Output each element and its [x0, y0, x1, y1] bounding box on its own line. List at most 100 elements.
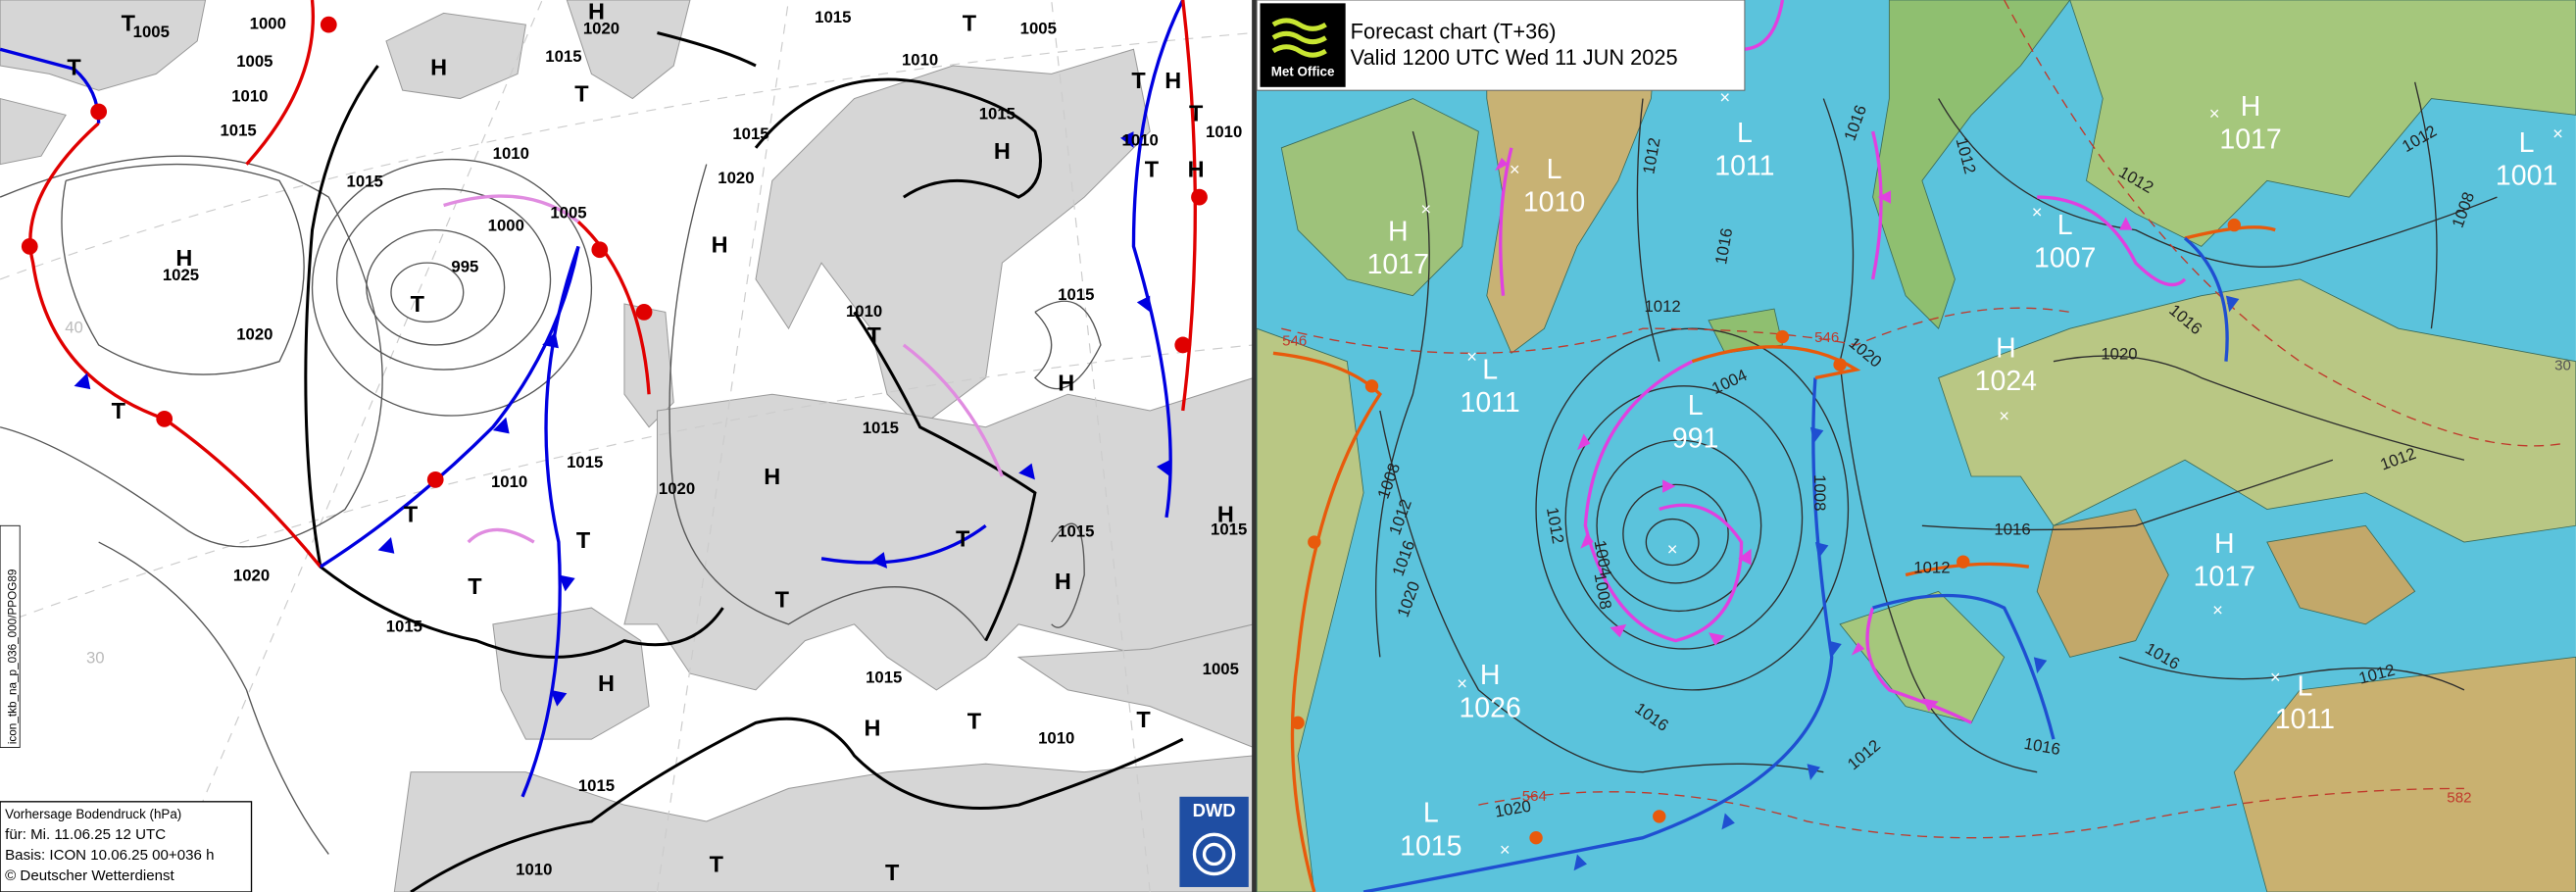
warm-front — [2184, 225, 2276, 240]
pressure-center-value: 1001 — [2496, 161, 2557, 192]
center-cross: × — [1719, 86, 1730, 107]
cold-front — [1872, 593, 2056, 740]
pressure-center: H — [588, 0, 605, 25]
pressure-center: H — [598, 670, 615, 696]
legend-line: © Deutscher Wetterdienst — [5, 867, 174, 884]
pressure-center-value: 1017 — [1367, 249, 1429, 280]
mo-isobars — [1375, 81, 2498, 773]
pressure-center-type: H — [2241, 91, 2261, 123]
pressure-center: H — [430, 55, 447, 80]
warm-front — [28, 122, 322, 569]
pressure-center-type: H — [1996, 332, 2016, 364]
center-cross: × — [2270, 667, 2281, 687]
center-cross: × — [1420, 198, 1431, 219]
cold-front — [1131, 0, 1185, 519]
cold-front — [820, 523, 987, 565]
isobar-label: 1015 — [979, 105, 1016, 124]
isobar-label: 1015 — [866, 669, 902, 687]
dwd-legend-box — [0, 801, 253, 892]
pressure-center: H — [712, 232, 728, 258]
dwd-logo-swirl — [1192, 832, 1236, 876]
isobar-label: 1025 — [163, 266, 199, 284]
occluded-front — [902, 343, 1004, 477]
isobar-label: 1010 — [902, 50, 938, 69]
pressure-center: T — [574, 80, 589, 106]
grid-label: 30 — [2554, 358, 2571, 374]
mo-logo-waves — [1271, 18, 1327, 58]
legend-line: Vorhersage Bodendruck (hPa) — [5, 807, 181, 821]
pressure-center: T — [775, 587, 790, 613]
isobar-label: 1020 — [718, 169, 754, 187]
pressure-center-type: H — [1388, 216, 1409, 247]
pressure-center-value: 991 — [1672, 423, 1719, 455]
pressure-center-value: 1011 — [1461, 387, 1520, 419]
isobar-label: 1015 — [567, 453, 603, 471]
isobar-label: 1015 — [347, 172, 383, 190]
mo-logo-text: Met Office — [1271, 64, 1335, 78]
dwd-isobars-major — [304, 31, 1184, 892]
pressure-center: H — [1188, 156, 1205, 181]
thickness-label: 582 — [2447, 789, 2471, 806]
pressure-center: H — [764, 464, 780, 489]
pressure-center: T — [112, 398, 126, 423]
mo-thickness — [1281, 0, 2563, 839]
pressure-center: T — [1136, 707, 1151, 732]
pressure-center: T — [710, 851, 724, 876]
cold-front — [2183, 236, 2229, 362]
mo-front-symbols — [1291, 218, 2242, 845]
pressure-center-type: L — [1482, 354, 1498, 385]
isobar-label: 1015 — [815, 8, 851, 26]
pressure-center-type: L — [2297, 671, 2312, 703]
isobar-label: 1010 — [846, 302, 882, 321]
pressure-center-type: L — [1547, 154, 1562, 185]
mo-valid: Valid 1200 UTC Wed 11 JUN 2025 — [1351, 45, 1678, 70]
pressure-center-value: 1011 — [2275, 704, 2335, 735]
dwd-map — [0, 0, 1258, 892]
pressure-center: T — [1145, 156, 1160, 181]
pressure-center: H — [994, 138, 1011, 164]
center-cross: × — [1999, 406, 2009, 426]
pressure-center-value: 1007 — [2034, 242, 2096, 273]
dwd-logo-swirl — [1202, 842, 1226, 867]
isobar-label: 1016 — [1994, 520, 2030, 539]
center-cross: × — [1466, 346, 1477, 367]
isobar-label: 1005 — [550, 203, 586, 222]
pressure-center-type: L — [1688, 390, 1704, 421]
dwd-fronts — [0, 0, 1197, 798]
pressure-center-value: 1017 — [2219, 124, 2281, 156]
isobar-label: 1020 — [659, 479, 695, 498]
pressure-center: T — [885, 860, 900, 885]
warm-front — [1905, 562, 2030, 577]
panel-divider — [1252, 0, 1258, 892]
dwd-logo-box — [1179, 796, 1249, 887]
pressure-center: T — [67, 55, 81, 80]
pressure-center: T — [411, 291, 425, 317]
center-cross: × — [1457, 673, 1467, 694]
side-label: icon_tkb_na_p_036_000/PPOG89 — [7, 570, 20, 745]
center-cross: × — [2212, 599, 2223, 619]
pressure-center-type: L — [2057, 210, 2073, 241]
isobar-label: 1010 — [516, 861, 552, 879]
pressure-center: H — [865, 715, 881, 740]
occluded-front — [1583, 360, 1744, 643]
isobar-label: 1008 — [1810, 474, 1829, 511]
isobar-label: 1015 — [386, 618, 422, 636]
isobar-label: 1020 — [236, 324, 272, 343]
isobar-label: 1000 — [250, 15, 286, 33]
isobar-label: 1010 — [493, 144, 529, 163]
isobar-label: 1010 — [231, 86, 268, 105]
center-cross: × — [2032, 202, 2043, 223]
center-cross: × — [2209, 103, 2220, 124]
thickness-label: 564 — [1522, 788, 1547, 805]
thickness-label: 546 — [1282, 333, 1307, 350]
pressure-center: T — [1131, 68, 1146, 93]
center-cross: × — [1667, 538, 1678, 559]
thickness-label: 546 — [1814, 329, 1839, 346]
pressure-center-value: 1010 — [1523, 186, 1585, 218]
isobar-label: 1020 — [583, 20, 619, 38]
isobar-label: 1005 — [1020, 20, 1057, 38]
mo-title: Forecast chart (T+36) — [1351, 19, 1557, 43]
dwd-front-symbols — [21, 16, 1208, 488]
pressure-center-type: L — [1423, 798, 1439, 829]
